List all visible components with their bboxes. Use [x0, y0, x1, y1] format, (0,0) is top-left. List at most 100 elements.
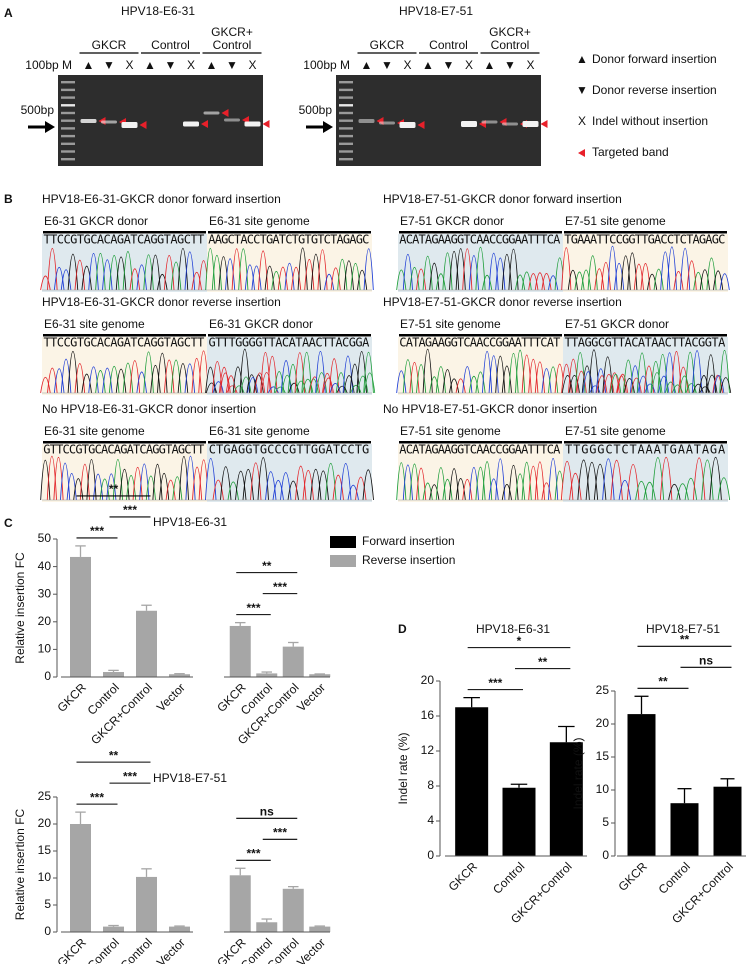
- y-tick-label: 0: [427, 848, 434, 862]
- trace-peak: [322, 377, 334, 394]
- y-axis-label: Relative insertion FC: [13, 552, 27, 664]
- group-label: GKCR: [92, 38, 127, 52]
- y-axis-label: Relative insertion FC: [13, 808, 27, 920]
- legend-symbol: ▲: [576, 52, 588, 66]
- trace-peak: [409, 266, 420, 291]
- bar: [169, 926, 190, 932]
- trace-peak: [644, 383, 656, 394]
- ladder-band: [61, 134, 75, 138]
- group-label: GKCR+: [211, 25, 253, 39]
- sequence: TTCCGTGCACAGATCAGGTAGCTT: [43, 336, 204, 350]
- bar: [229, 625, 251, 677]
- trace-peak: [136, 264, 147, 291]
- trace-peak: [699, 386, 711, 394]
- section-title: HPV18-E6-31-GKCR donor forward insertion: [42, 192, 281, 206]
- ladder-band: [339, 142, 353, 145]
- significance-label: **: [658, 674, 668, 688]
- y-tick-label: 5: [44, 897, 51, 911]
- trace-peak: [616, 373, 629, 394]
- group-label: Control: [491, 38, 530, 52]
- trace-peak: [693, 271, 704, 291]
- trace-peak: [95, 370, 106, 394]
- trace-peak: [691, 350, 703, 394]
- trace-peak: [40, 460, 51, 501]
- significance-label: **: [680, 632, 690, 646]
- marker-label: 100bp M: [303, 58, 350, 72]
- trace-peak: [671, 384, 684, 394]
- bar: [256, 922, 278, 932]
- trace-peak: [178, 456, 189, 501]
- trace-peak: [422, 349, 433, 394]
- segment-label: E6-31 site genome: [209, 424, 310, 438]
- legend-swatch: [330, 555, 356, 567]
- ladder-band: [339, 104, 353, 107]
- x-tick-label: Control: [656, 859, 693, 896]
- trace-peak: [291, 266, 302, 291]
- significance-label: ***: [488, 676, 502, 690]
- lane-symbol: ▲: [206, 58, 218, 72]
- trace-peak: [685, 383, 697, 394]
- bar: [103, 672, 124, 677]
- lane-symbol: ▲: [361, 58, 373, 72]
- trace-peak: [620, 255, 631, 291]
- lane-symbol: ▼: [443, 58, 455, 72]
- ladder-band: [339, 127, 353, 130]
- sequence: GTTTGGGGTTACATAACTTACGGA: [208, 336, 370, 350]
- trace-peak: [324, 273, 335, 291]
- trace-peak: [336, 385, 348, 394]
- trace-peak: [528, 273, 539, 291]
- legend-text: Indel without insertion: [592, 114, 708, 128]
- trace-peak: [301, 352, 312, 394]
- trace-peak: [343, 260, 354, 291]
- x-tick-label: Vector: [294, 680, 328, 714]
- bar: [103, 926, 124, 932]
- trace-peak: [310, 253, 321, 291]
- bar: [627, 714, 656, 856]
- bar: [282, 646, 304, 677]
- segment-bar: [399, 334, 562, 337]
- trace-peak: [177, 363, 189, 394]
- trace-peak: [157, 273, 168, 291]
- chart-title: HPV18-E6-31: [153, 515, 227, 529]
- trace-peak: [561, 247, 572, 291]
- trace-peak: [145, 475, 156, 501]
- trace-peak: [264, 265, 275, 291]
- segment-label: E6-31 site genome: [44, 317, 145, 331]
- dna-band: [379, 121, 395, 125]
- segment-bar: [564, 334, 727, 337]
- significance-label: ***: [123, 769, 137, 783]
- trace-peak: [501, 483, 512, 501]
- trace-peak: [317, 249, 328, 291]
- chart-title: HPV18-E7-51: [646, 622, 720, 636]
- ladder-band: [61, 142, 75, 145]
- y-tick-label: 20: [596, 716, 610, 730]
- dna-band: [522, 121, 539, 127]
- trace-peak: [119, 468, 130, 501]
- trace-peak: [462, 248, 473, 291]
- trace-peak: [143, 254, 154, 291]
- trace-peak: [442, 252, 453, 291]
- trace-peak: [60, 358, 72, 394]
- bar: [136, 610, 157, 677]
- segment-label: E7-51 GKCR donor: [400, 214, 504, 228]
- lane-symbol: ▼: [226, 58, 238, 72]
- y-tick-label: 8: [427, 778, 434, 792]
- trace-peak: [701, 459, 714, 501]
- significance-label: ***: [273, 580, 287, 594]
- trace-peak: [435, 366, 446, 394]
- dna-band: [203, 111, 220, 115]
- trace-peak: [455, 248, 466, 291]
- trace-peak: [251, 265, 262, 291]
- trace-peak: [429, 484, 440, 501]
- trace-peak: [713, 270, 724, 291]
- trace-peak: [449, 378, 460, 394]
- segment-bar: [43, 334, 206, 337]
- lane-symbol: ▼: [165, 58, 177, 72]
- lane-symbol: X: [125, 58, 133, 72]
- trace-peak: [132, 466, 143, 501]
- trace-peak: [593, 463, 607, 501]
- group-label: Control: [213, 38, 252, 52]
- trace-peak: [163, 255, 175, 291]
- trace-peak: [287, 364, 299, 394]
- trace-peak: [396, 269, 407, 291]
